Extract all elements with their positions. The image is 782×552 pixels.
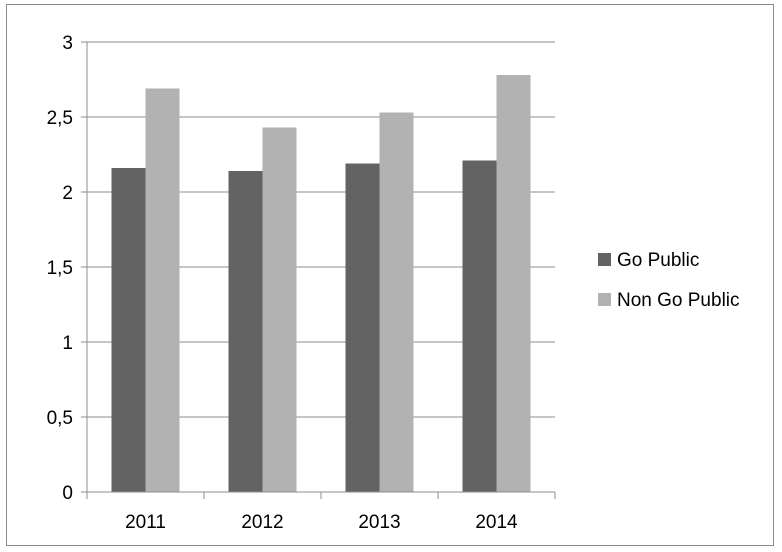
bars <box>111 75 531 492</box>
bar-non-go-public-2012 <box>262 127 297 492</box>
bar-go-public-2013 <box>345 163 380 492</box>
y-tick-label: 0 <box>62 483 73 504</box>
bar-non-go-public-2013 <box>379 112 414 492</box>
bar-non-go-public-2011 <box>145 88 180 492</box>
y-tick-label: 2 <box>62 183 73 204</box>
y-tick-label: 3 <box>62 33 73 54</box>
y-tick-label: 1 <box>62 333 73 354</box>
legend-label-go-public: Go Public <box>617 250 699 271</box>
y-tick-labels: 0 0,5 1 1,5 2 2,5 3 <box>47 33 73 504</box>
bar-non-go-public-2014 <box>496 75 531 492</box>
x-tick-labels: 2011 2012 2013 2014 <box>125 512 518 533</box>
x-tick-label: 2013 <box>358 512 400 533</box>
y-tick-label: 1,5 <box>47 258 73 279</box>
x-tick-label: 2012 <box>241 512 283 533</box>
bar-go-public-2012 <box>228 171 263 492</box>
y-tick-label: 2,5 <box>47 108 73 129</box>
axes <box>81 41 556 499</box>
x-tick-label: 2014 <box>475 512 518 533</box>
legend: Go Public Non Go Public <box>598 250 740 311</box>
y-tick-label: 0,5 <box>47 408 73 429</box>
bar-go-public-2011 <box>111 168 146 492</box>
legend-label-non-go-public: Non Go Public <box>617 290 740 311</box>
legend-swatch-go-public <box>598 253 611 266</box>
bar-go-public-2014 <box>462 160 497 492</box>
x-tick-label: 2011 <box>125 512 166 533</box>
legend-swatch-non-go-public <box>598 293 611 306</box>
